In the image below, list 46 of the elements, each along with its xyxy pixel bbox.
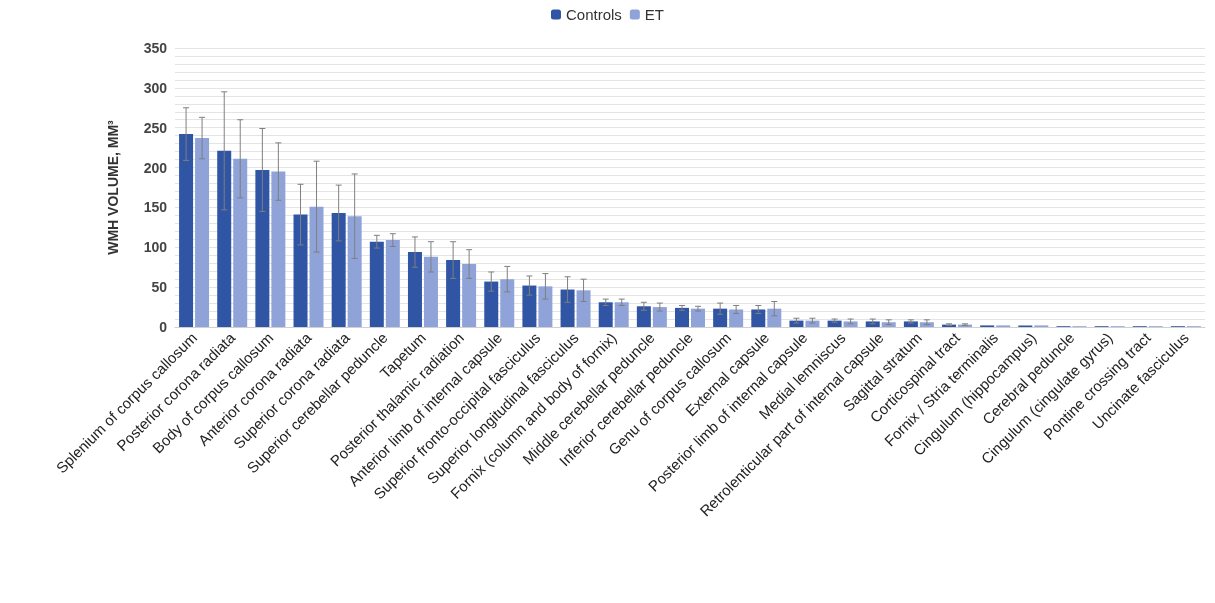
bar (217, 150, 232, 327)
bar (385, 240, 400, 327)
bar (538, 286, 553, 327)
y-tick-label: 100 (143, 239, 168, 256)
bar (195, 138, 210, 327)
bar (751, 309, 766, 327)
y-axis-title: WMH VOLUME, MM³ (105, 119, 121, 255)
bar (827, 320, 842, 327)
bar (271, 171, 286, 327)
bar (576, 290, 591, 327)
y-tick-label: 350 (143, 40, 168, 56)
bar (729, 309, 744, 327)
bar (407, 252, 422, 327)
y-tick-label: 300 (143, 79, 168, 96)
bar (614, 302, 629, 327)
bar (423, 256, 438, 327)
bar (560, 289, 575, 327)
bar (484, 281, 499, 327)
y-tick-label: 150 (143, 199, 168, 216)
bar (446, 260, 461, 327)
bar (233, 158, 248, 327)
bar (652, 307, 667, 327)
bar (369, 241, 384, 327)
bar (255, 169, 270, 327)
y-tick-label: 200 (143, 159, 168, 176)
legend-label: Controls (565, 6, 622, 23)
y-tick-label: 250 (143, 119, 168, 136)
bar (522, 285, 537, 327)
bar (636, 306, 651, 327)
bar (309, 206, 324, 327)
bar (347, 216, 362, 327)
bar (331, 213, 346, 327)
bar (462, 264, 477, 327)
y-tick-label: 0 (159, 319, 168, 335)
y-tick-label: 50 (151, 279, 168, 296)
bar (843, 321, 858, 327)
bar (713, 308, 728, 327)
legend-label: ET (644, 6, 665, 23)
bar (675, 307, 689, 327)
bar (767, 308, 782, 327)
bar (500, 279, 515, 327)
bar (691, 308, 705, 327)
bar (293, 214, 308, 327)
bar (865, 321, 880, 327)
bar (598, 302, 613, 327)
bar (179, 134, 194, 327)
